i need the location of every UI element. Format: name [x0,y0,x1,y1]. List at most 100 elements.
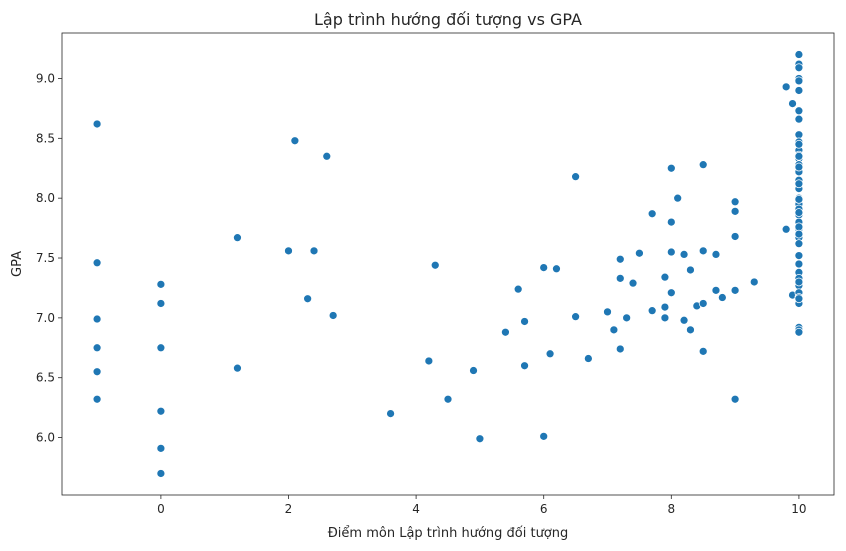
data-point [520,361,529,371]
data-point [673,193,683,203]
data-point [539,431,549,441]
data-point [794,259,804,269]
data-point [647,209,657,219]
data-point [92,367,102,377]
data-point [513,284,523,294]
data-point [615,273,625,283]
y-axis-label: GPA [10,251,25,277]
data-point [788,99,797,108]
data-point [424,356,434,366]
data-point [794,86,804,95]
data-point [92,258,102,268]
data-point [794,239,804,249]
data-point [156,443,166,453]
data-point [666,163,676,173]
data-point [666,288,676,298]
data-point [635,248,644,258]
data-point [386,409,395,418]
x-axis-ticks: 0 2 4 6 8 10 [157,495,807,516]
y-tick-label: 8.0 [36,191,55,205]
data-point [156,406,166,416]
data-point [571,172,580,182]
data-point [794,151,804,161]
data-point [609,325,619,335]
data-point [730,232,740,241]
data-point [794,194,804,204]
y-tick-label: 6.0 [36,431,55,445]
data-point [698,246,708,256]
data-point [666,247,676,257]
data-point [469,366,478,375]
data-point [781,82,791,92]
data-point [794,327,804,337]
data-point [660,272,670,282]
data-point [666,217,676,227]
data-point [794,162,804,172]
y-tick-label: 8.5 [36,131,55,145]
data-point [730,197,740,207]
y-axis-ticks: 6.0 6.5 7.0 7.5 8.0 8.5 9.0 [36,71,62,445]
x-tick-label: 2 [285,502,293,516]
data-point [430,260,440,270]
data-point [284,246,293,256]
data-point [290,136,300,146]
data-point [711,250,721,259]
data-point [603,307,612,317]
y-tick-label: 7.0 [36,311,55,325]
data-point [475,434,485,444]
data-point [698,299,708,308]
plot-frame [61,32,835,496]
x-tick-label: 0 [157,502,165,516]
data-point [156,279,166,289]
data-point [615,254,625,264]
data-point [679,315,689,325]
data-point [156,469,166,478]
data-point [794,50,804,59]
y-tick-label: 9.0 [36,71,55,85]
data-point [698,160,708,170]
data-point [794,294,804,304]
data-point [628,278,638,288]
data-point [794,76,804,86]
chart-title: Lập trình hướng đối tượng vs GPA [314,10,582,29]
data-point [92,394,102,404]
data-point [539,263,549,272]
data-point [730,285,740,295]
data-point [711,285,721,295]
data-point [698,346,708,356]
data-point [328,311,338,320]
data-point [794,106,804,116]
data-point [660,313,670,323]
data-point [552,264,561,274]
data-point [794,130,804,140]
y-tick-label: 7.5 [36,251,55,265]
data-point [615,344,625,354]
data-point [794,222,804,232]
data-point [622,313,632,323]
data-point [686,325,695,335]
data-points [92,50,804,478]
data-point [309,246,319,256]
x-axis-label: Điểm môn Lập trình hướng đối tượng [328,526,569,541]
data-point [501,327,510,337]
data-point [156,299,166,308]
data-point [233,363,242,373]
data-point [322,151,332,161]
x-tick-label: 10 [791,502,806,516]
data-point [794,277,804,287]
data-point [443,394,453,404]
data-point [92,343,102,353]
data-point [730,394,740,404]
data-point [660,302,670,312]
data-point [303,294,313,304]
data-point [749,277,759,287]
data-point [679,250,689,259]
data-point [571,312,580,322]
data-point [781,224,791,234]
data-point [794,63,804,73]
data-point [686,265,695,275]
data-point [520,317,529,326]
data-point [794,114,804,124]
data-point [545,349,555,359]
